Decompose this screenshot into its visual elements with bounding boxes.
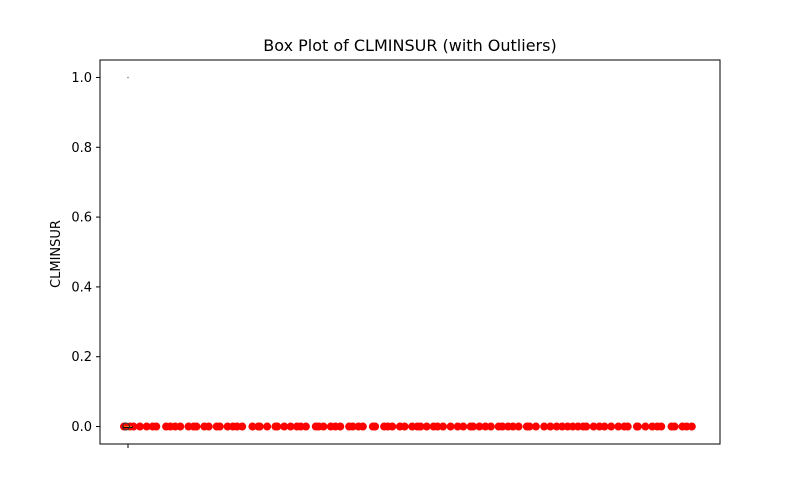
outlier-point [623,422,632,431]
outlier-point [176,422,185,431]
y-tick-label: 1.0 [71,71,92,86]
outlier-point [614,422,623,431]
outlier-point [263,422,272,431]
outlier-point [400,422,409,431]
outlier-point [215,422,224,431]
flier-marker [127,76,129,79]
outlier-point [582,422,591,431]
outlier-point [546,422,555,431]
plot-frame [99,59,721,445]
outlier-point [273,422,282,431]
y-tick-label: 0.8 [71,141,92,156]
outlier-point [336,422,345,431]
outlier-point [422,422,431,431]
outlier-point [371,422,380,431]
outlier-point [589,422,598,431]
outlier-point [633,422,642,431]
outlier-point [348,422,357,431]
outlier-point [446,422,455,431]
outlier-point [600,422,609,431]
outlier-point [192,422,201,431]
outlier-point [439,422,448,431]
y-tick-label: 0.6 [71,211,92,226]
y-axis-label: CLMINSUR [49,220,64,288]
outlier-point [531,422,540,431]
outlier-point [486,422,495,431]
outlier-point [641,422,650,431]
y-tick-label: 0.2 [71,350,92,365]
outlier-point [433,422,442,431]
y-tick-label: 0.4 [71,280,92,295]
outlier-point [388,422,397,431]
outlier-point [255,422,264,431]
outlier-point [416,422,425,431]
outlier-point [525,422,534,431]
outlier-point [453,422,462,431]
outlier-point [657,422,666,431]
outlier-point [670,422,679,431]
outlier-point [142,422,151,431]
outlier-point [152,422,161,431]
outlier-point [358,422,367,431]
outlier-point [459,422,468,431]
outlier-point [540,422,549,431]
outlier-point [280,422,289,431]
outlier-point [607,422,616,431]
outlier-point [129,422,138,431]
outlier-point [687,422,696,431]
outlier-point [238,422,247,431]
plot-area: 0.0 0.2 0.4 0.6 0.8 1.0 [71,71,696,448]
chart-title: Box Plot of CLMINSUR (with Outliers) [263,36,556,55]
outlier-point [508,422,517,431]
box-flier-cluster [122,422,130,431]
outlier-point [514,422,523,431]
outlier-point [475,422,484,431]
outlier-point [135,422,144,431]
outlier-point [286,422,295,431]
outlier-point [319,422,328,431]
outlier-point [204,422,213,431]
outlier-point [469,422,478,431]
outlier-point [301,422,310,431]
y-tick-label: 0.0 [71,420,92,435]
outlier-point [552,422,561,431]
outlier-point [248,422,257,431]
outlier-point [498,422,507,431]
